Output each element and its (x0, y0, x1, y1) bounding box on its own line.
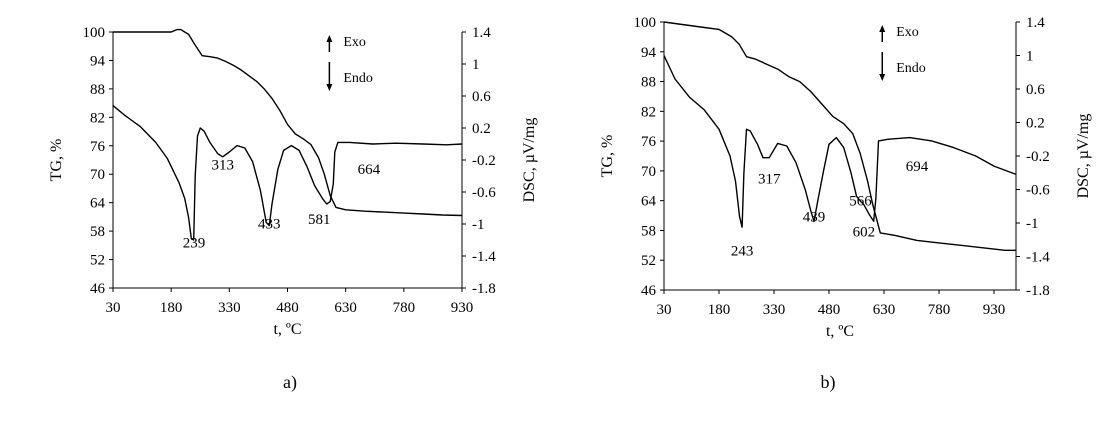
x-tick-label: 330 (763, 302, 786, 318)
y2-tick-label: -1 (472, 217, 485, 233)
y-tick-label: 70 (90, 167, 105, 183)
dsc-series-line (663, 55, 1017, 228)
x-tick-label: 30 (106, 300, 121, 316)
y2-tick-label: 1 (472, 57, 480, 73)
y-tick-label: 52 (90, 253, 105, 269)
y2-tick-label: 0.2 (1026, 116, 1045, 132)
y-tick-label: 100 (634, 15, 657, 31)
y-tick-label: 94 (90, 53, 106, 69)
y-tick-label: 82 (90, 110, 105, 126)
x-tick-label: 480 (276, 300, 299, 316)
peak-annotation-label: 694 (906, 159, 929, 175)
peak-annotation-label: 439 (803, 210, 826, 226)
chart-panel-1: 100 94 88 82 76 70 64 58 52 46 1.4 1 0.6 0.2 -0.2 -0.6 -… (48, 25, 538, 393)
y2-tick-label: -1 (1026, 216, 1039, 232)
y2-tick-label: -1.4 (472, 249, 496, 265)
y-tick-label: 100 (83, 25, 106, 41)
y-axis-title: TG, % (599, 135, 616, 178)
x-tick-label: 930 (451, 300, 474, 316)
peak-annotation-label: 433 (258, 217, 281, 233)
x-tick-label: 480 (818, 302, 841, 318)
legend-exo-label: Exo (343, 35, 366, 50)
exo-arrowhead-icon (879, 25, 886, 32)
x-axis-title: t, ºC (826, 323, 854, 340)
chart-panel-2: 100 94 88 82 76 70 64 58 52 46 1.4 1 0.6 0.2 -0.2 -0.6 -… (599, 15, 1092, 393)
y-tick-label: 64 (90, 196, 106, 212)
y2-tick-label: -0.6 (1026, 183, 1050, 199)
y2-tick-label: -1.4 (1026, 250, 1050, 266)
peak-annotation-label: 566 (849, 194, 872, 210)
x-tick-label: 30 (657, 302, 672, 318)
x-tick-label: 180 (708, 302, 731, 318)
endo-arrowhead-icon (879, 74, 886, 81)
y2-tick-label: -0.6 (472, 185, 496, 201)
y-tick-label: 46 (641, 283, 657, 299)
tg-series-line (663, 21, 1016, 251)
y-tick-label: 70 (641, 164, 656, 180)
y2-tick-label: 1 (1026, 49, 1034, 65)
tg-series-line (113, 28, 463, 217)
x-axis-title: t, ºC (273, 321, 301, 338)
peak-annotation-label: 602 (853, 224, 876, 240)
endo-arrowhead-icon (326, 84, 333, 91)
y2-tick-label: -0.2 (1026, 149, 1050, 165)
y-tick-label: 76 (90, 139, 106, 155)
y2-tick-label: 0.6 (1026, 82, 1045, 98)
peak-annotation-label: 243 (731, 243, 754, 259)
dsc-series-line (112, 105, 463, 241)
x-tick-label: 330 (218, 300, 241, 316)
y2-tick-label: 1.4 (472, 25, 491, 41)
y-tick-label: 58 (641, 223, 656, 239)
peak-annotation-label: 317 (758, 171, 781, 187)
y-tick-label: 76 (641, 134, 657, 150)
y-tick-label: 94 (641, 45, 657, 61)
peak-annotation-label: 664 (358, 162, 381, 178)
y2-tick-label: -1.8 (472, 281, 496, 297)
peak-annotation-label: 581 (308, 212, 331, 228)
legend-endo-label: Endo (896, 61, 926, 76)
x-tick-label: 180 (160, 300, 183, 316)
y2-tick-label: -0.2 (472, 153, 496, 169)
y2-axis-title: DSC, µV/mg (521, 118, 538, 203)
y-tick-label: 64 (641, 194, 657, 210)
panel-label: b) (821, 372, 836, 393)
legend-endo-label: Endo (343, 71, 373, 86)
x-tick-label: 630 (334, 300, 357, 316)
x-tick-label: 630 (873, 302, 896, 318)
x-tick-label: 930 (983, 302, 1006, 318)
y-tick-label: 52 (641, 253, 656, 269)
y2-tick-label: -1.8 (1026, 283, 1050, 299)
x-tick-label: 780 (928, 302, 951, 318)
y2-tick-label: 1.4 (1026, 15, 1045, 31)
y-tick-label: 46 (90, 281, 106, 297)
y-tick-label: 82 (641, 104, 656, 120)
exo-arrowhead-icon (326, 35, 333, 42)
y2-tick-label: 0.2 (472, 121, 491, 137)
peak-annotation-label: 313 (211, 157, 234, 173)
panel-label: a) (283, 372, 297, 393)
y-axis-title: TG, % (48, 139, 65, 182)
y2-tick-label: 0.6 (472, 89, 491, 105)
y-tick-label: 88 (90, 82, 105, 98)
peak-annotation-label: 239 (183, 236, 206, 252)
legend-exo-label: Exo (896, 25, 919, 40)
y-tick-label: 88 (641, 75, 656, 91)
y-tick-label: 58 (90, 224, 105, 240)
y2-axis-title: DSC, µV/mg (1075, 114, 1092, 199)
x-tick-label: 780 (393, 300, 416, 316)
